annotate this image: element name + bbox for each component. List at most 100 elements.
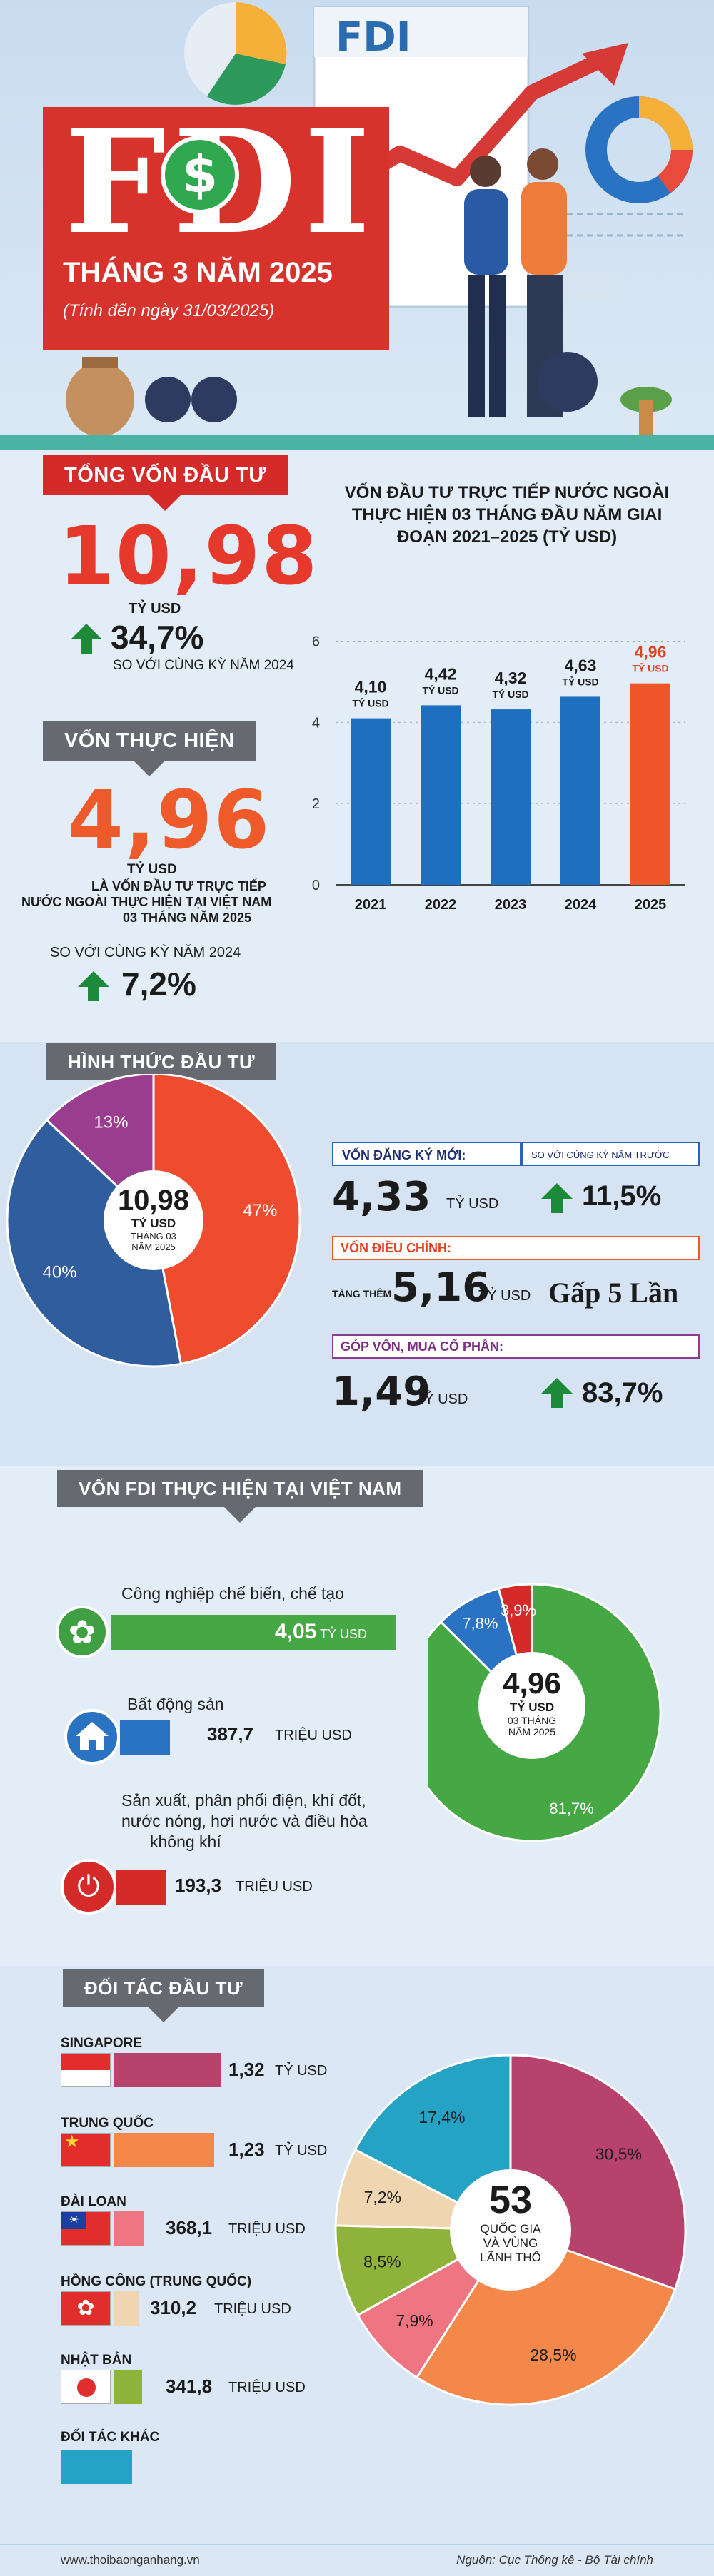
total-compare: SO VỚI CÙNG KỲ NĂM 2024: [113, 658, 294, 673]
bar-2024: [560, 696, 600, 885]
share-label: GÓP VỐN, MUA CỔ PHẦN:: [341, 1339, 504, 1354]
sectors-heading-label: VỐN FDI THỰC HIỆN TẠI VIỆT NAM: [79, 1478, 402, 1499]
partners-center-sub3: LÃNH THỔ: [480, 2251, 541, 2264]
partners-heading-label: ĐỐI TÁC ĐẦU TƯ: [84, 1977, 243, 1999]
partner-4-value: 310,2: [150, 2297, 197, 2318]
sector-1-unit: TỶ USD: [320, 1627, 368, 1641]
dollar-coin-icon: $: [161, 136, 239, 214]
disbursed-value: 4,96: [68, 774, 271, 867]
total-heading: TỔNG VỐN ĐẦU TƯ: [43, 455, 288, 511]
sectors-center-value: 4,96: [503, 1666, 561, 1700]
new-up-arrow-icon: [541, 1183, 573, 1199]
donut-slice-label: 81,7%: [549, 1800, 593, 1817]
sectors-center-sub1: 03 THÁNG: [507, 1715, 557, 1726]
y-tick-label: 4: [312, 715, 320, 731]
bar-value-label: 4,10: [355, 678, 387, 696]
hongkong-flag-icon: ✿: [61, 2291, 111, 2326]
partner-6-name: ĐỐI TÁC KHÁC: [61, 2430, 160, 2445]
adjust-growth: Gấp 5 Lần: [548, 1277, 679, 1309]
forms-center-sub1: THÁNG 03: [131, 1231, 176, 1242]
adjust-label-box: VỐN ĐIỀU CHỈNH:: [332, 1236, 700, 1260]
y-tick-label: 6: [312, 634, 320, 649]
donut-slice-label: 3,9%: [501, 1601, 536, 1619]
japan-flag-icon: [61, 2370, 111, 2404]
adjust-label: VỐN ĐIỀU CHỈNH:: [341, 1241, 452, 1255]
donut-slice-label: 7,2%: [364, 2188, 401, 2206]
compare-label: SO VỚI CÙNG KỲ NĂM TRƯỚC: [521, 1142, 700, 1166]
sector-2-value: 387,7: [207, 1723, 254, 1745]
bar-chart-title: VỐN ĐẦU TƯ TRỰC TIẾP NƯỚC NGOÀI THỰC HIỆ…: [325, 482, 689, 548]
partner-1-name: SINGAPORE: [61, 2036, 143, 2051]
bar-2021: [351, 718, 391, 885]
disbursed-compare: SO VỚI CÙNG KỲ NĂM 2024: [50, 945, 241, 960]
sector-3-unit: TRIỆU USD: [236, 1879, 313, 1895]
y-tick-label: 2: [312, 796, 320, 812]
y-tick-label: 0: [312, 878, 320, 893]
donut-slice-label: 28,5%: [530, 2346, 576, 2364]
adjust-prefix: TĂNG THÊM: [332, 1288, 392, 1299]
share-unit: TỶ USD: [416, 1391, 468, 1407]
share-value: 1,49: [332, 1369, 431, 1415]
new-up-arrow-stem: [551, 1199, 563, 1213]
bar-value-label: 4,32: [495, 669, 527, 687]
japan-flag-sun: [77, 2378, 96, 2397]
partner-2-unit: TỶ USD: [275, 2143, 328, 2159]
sector-3-value: 193,3: [175, 1875, 222, 1896]
partner-1-unit: TỶ USD: [275, 2063, 328, 2079]
partner-4-name: HỒNG CÔNG (TRUNG QUỐC): [61, 2274, 252, 2289]
hero-subtitle: THÁNG 3 NĂM 2025: [63, 257, 333, 288]
house-icon: [64, 1709, 120, 1765]
bar-2025: [630, 683, 670, 885]
other-partners-swatch: [61, 2450, 132, 2484]
disbursed-unit: TỶ USD: [127, 862, 177, 877]
partners-heading: ĐỐI TÁC ĐẦU TƯ: [63, 1969, 265, 2022]
total-up-arrow-icon: [71, 624, 102, 639]
sector-1-bar: [111, 1615, 396, 1650]
partners-donut-center: 53 QUỐC GIA VÀ VÙNG LÃNH THỔ: [450, 2169, 571, 2291]
new-capital-unit: TỶ USD: [446, 1196, 499, 1212]
hero-title-box: FDI $ THÁNG 3 NĂM 2025 (Tính đến ngày 31…: [43, 98, 389, 350]
sectors-center-sub2: NĂM 2025: [508, 1726, 556, 1738]
disbursed-up-arrow-stem: [88, 987, 99, 1001]
share-up-arrow-stem: [551, 1394, 563, 1408]
partner-4-unit: TRIỆU USD: [214, 2301, 291, 2317]
partner-5-name: NHẬT BẢN: [61, 2353, 132, 2368]
new-capital-growth: 11,5%: [582, 1180, 662, 1212]
total-growth: 34,7%: [111, 619, 204, 656]
singapore-flag-icon: [61, 2053, 111, 2087]
partners-center-value: 53: [488, 2179, 533, 2221]
footer-site[interactable]: www.thoibaonganhang.vn: [61, 2553, 200, 2567]
total-value: 10,98: [59, 510, 319, 603]
forms-heading-label: HÌNH THỨC ĐẦU TƯ: [68, 1051, 256, 1073]
sectors-center-unit: TỶ USD: [509, 1700, 555, 1714]
bar-value-label: 4,42: [425, 664, 457, 683]
disbursed-desc-3: 03 THÁNG NĂM 2025: [123, 911, 252, 925]
forms-donut-chart: 47% 40% 13%: [6, 1074, 301, 1368]
partner-1-value: 1,32: [228, 2059, 265, 2080]
bar-chart-title-text: VỐN ĐẦU TƯ TRỰC TIẾP NƯỚC NGOÀI THỰC HIỆ…: [344, 483, 670, 547]
forms-section: HÌNH THỨC ĐẦU TƯ 47% 40% 13% 10,98 TỶ USD …: [0, 1042, 714, 1466]
adjust-unit: TỶ USD: [478, 1288, 531, 1304]
bar-2022: [421, 705, 461, 885]
bar-unit-label: TỶ USD: [632, 663, 668, 674]
partner-2-bar: [114, 2133, 214, 2167]
donut-slice-label: 7,8%: [462, 1615, 498, 1633]
partner-4-bar: [114, 2291, 140, 2326]
donut-slice-label: 40%: [43, 1262, 77, 1282]
donut-slice-label: 47%: [243, 1201, 277, 1220]
bar-unit-label: TỶ USD: [422, 684, 458, 696]
sector-1-name: Công nghiệp chế biến, chế tạo: [121, 1584, 345, 1603]
gear-icon: ✿: [56, 1606, 109, 1658]
taiwan-flag-icon: ☀: [61, 2211, 111, 2246]
bar-unit-label: TỶ USD: [492, 689, 528, 700]
donut-slice-label: 13%: [94, 1112, 128, 1132]
partner-5-value: 341,8: [166, 2375, 213, 2397]
board-label: FDI: [336, 14, 411, 61]
forms-donut-center: 10,98 TỶ USD THÁNG 03 NĂM 2025: [104, 1170, 203, 1270]
sectors-heading: VỐN FDI THỰC HIỆN TẠI VIỆT NAM: [57, 1470, 423, 1523]
donut-slice-label: 7,9%: [396, 2311, 433, 2330]
bar-value-label: 4,63: [565, 656, 597, 674]
power-icon: ⏻: [61, 1859, 116, 1915]
bar-unit-label: TỶ USD: [562, 676, 598, 687]
